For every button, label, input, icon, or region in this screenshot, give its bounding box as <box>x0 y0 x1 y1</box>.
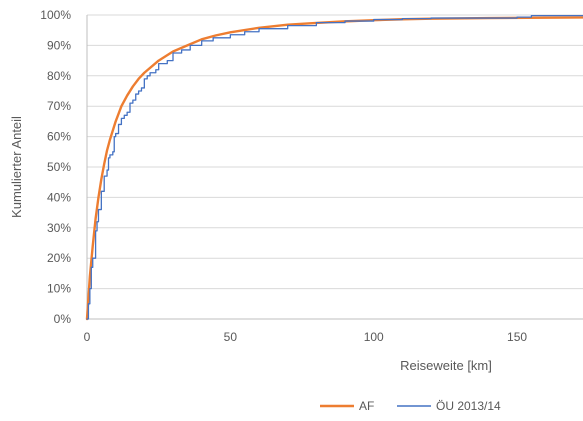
axes <box>86 15 583 320</box>
y-tick-label: 100% <box>40 8 71 22</box>
y-tick-label: 50% <box>47 160 71 174</box>
x-tick-label: 50 <box>224 330 238 344</box>
series-lines <box>85 14 583 321</box>
x-axis-title: Reiseweite [km] <box>400 358 492 373</box>
series-line-u-2013-14 <box>86 14 583 320</box>
tick-labels: 0% 10% 20% 30% 40% 50% 60% 70% 80% 90% 100% 0 50 100 1… <box>40 8 527 344</box>
y-tick-label: 40% <box>47 190 71 204</box>
x-tick-label: 150 <box>507 330 527 344</box>
y-tick-label: 30% <box>47 221 71 235</box>
y-tick-label: 70% <box>47 99 71 113</box>
y-axis-title: Kumulierter Anteil <box>9 116 24 218</box>
y-tick-label: 10% <box>47 282 71 296</box>
legend-label-af: AF <box>359 399 374 413</box>
y-tick-label: 90% <box>47 38 71 52</box>
y-tick-label: 0% <box>54 312 72 326</box>
gridlines <box>87 14 583 320</box>
legend-label-u-2013-14: ÖU 2013/14 <box>436 399 501 413</box>
y-tick-label: 80% <box>47 69 71 83</box>
x-tick-label: 0 <box>84 330 91 344</box>
x-tick-label: 100 <box>364 330 384 344</box>
y-tick-label: 20% <box>47 251 71 265</box>
series-line-af <box>85 16 583 321</box>
y-tick-label: 60% <box>47 130 71 144</box>
legend: AF ÖU 2013/14 <box>320 399 501 413</box>
